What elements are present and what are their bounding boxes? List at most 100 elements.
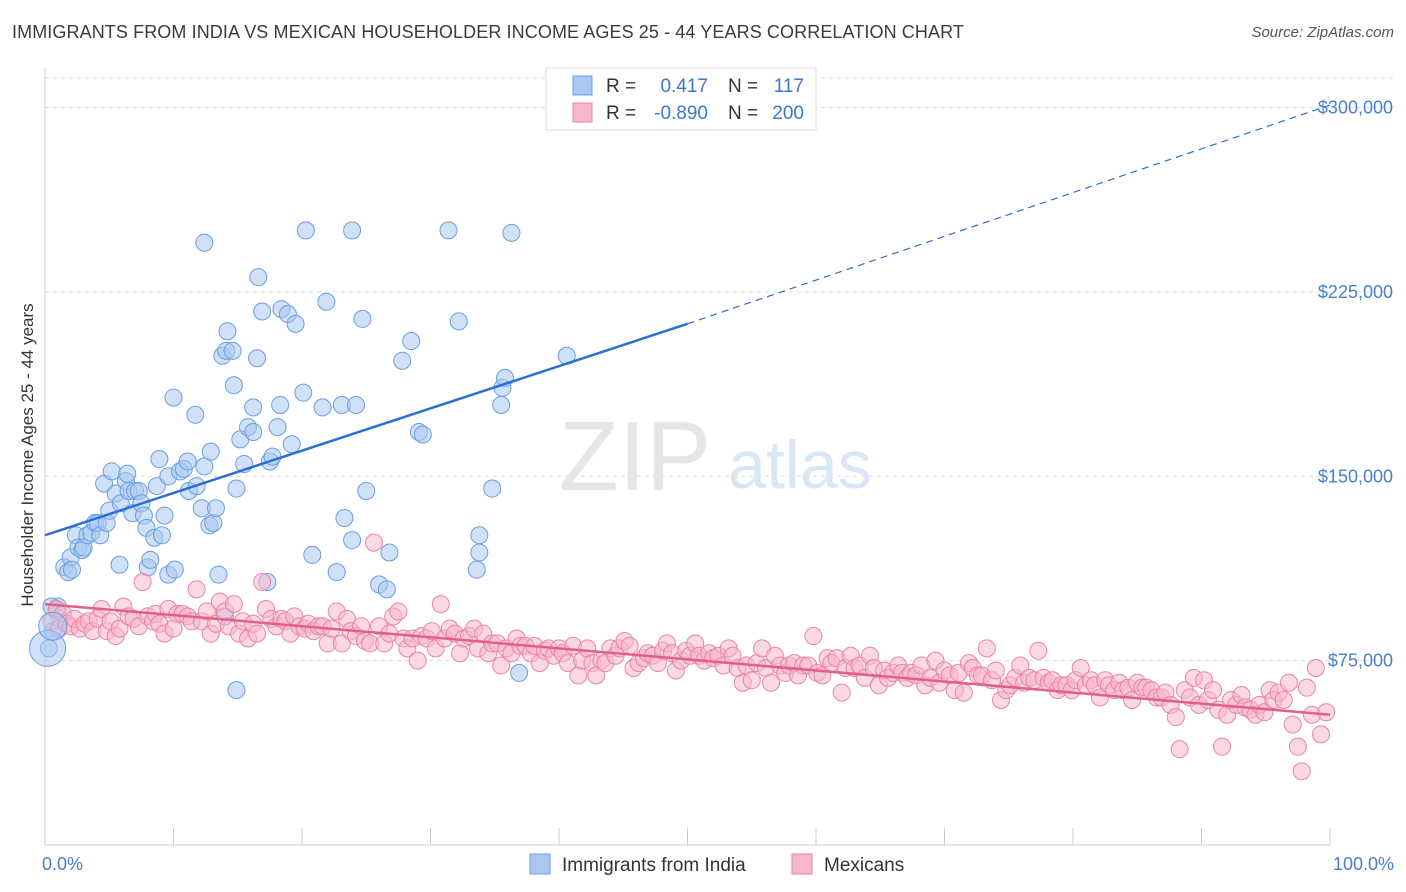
mexicans-point [1306,659,1325,677]
legend-bottom: Immigrants from India Mexicans [529,853,904,876]
mexicans-point [1288,737,1307,756]
mexicans-point [197,602,216,621]
mexicans-point [110,619,129,638]
grid-layer [45,77,1395,662]
india-point [335,509,354,528]
x-tick-label-max: 100.0% [1333,854,1394,874]
legend-r-label-india: R = [606,76,636,97]
mexicans-point [977,639,996,658]
mexicans-point [1123,690,1142,709]
chart-title: IMMIGRANTS FROM INDIA VS MEXICAN HOUSEHO… [12,22,964,42]
watermark-atlas: atlas [728,427,872,503]
y-tick-label: $300,000 [1318,98,1393,118]
india-point [186,405,205,424]
india-point [253,302,272,321]
mexicans-point [1166,708,1185,727]
india-point [102,462,121,481]
x-tick-label-min: 0.0% [42,854,83,874]
legend-n-label-mexicans: N = [728,103,758,124]
india-point [483,479,502,498]
mexicans-point [1292,762,1311,781]
india-point [393,351,412,370]
mexicans-point [332,634,351,653]
india-point [510,663,529,682]
india-point [303,545,322,564]
india-point [244,398,263,417]
legend-bottom-swatch-india [529,853,551,875]
india-point [227,681,246,700]
india-point [150,450,169,469]
india-point [449,312,468,331]
legend-r-value-india: 0.417 [660,76,708,97]
legend-r-value-mexicans: -0.890 [654,103,708,124]
legend-r-label-mexicans: R = [606,103,636,124]
india-point [317,292,336,311]
y-tick-label: $150,000 [1318,466,1393,486]
india-point [118,464,137,483]
india-point-large [38,611,68,641]
axes-layer [44,68,1331,846]
india-point [343,221,362,240]
trend-layer [44,104,1331,716]
watermark-zip: ZIP [559,401,711,511]
india-point [271,395,290,414]
legend-bottom-label-india: Immigrants from India [562,855,746,876]
y-tick-label: $225,000 [1318,282,1393,302]
india-point [206,499,225,518]
mexicans-point [408,651,427,670]
mexicans-point [804,627,823,646]
mexicans-point [986,661,1005,680]
mexicans-point [1011,656,1030,675]
india-point [313,398,332,417]
legend-n-value-mexicans: 200 [772,103,804,124]
legend-bottom-label-mexicans: Mexicans [824,855,904,876]
mexicans-point [164,619,183,638]
mexicans-trend-line [44,602,1331,716]
india-point [164,388,183,407]
india-point [224,376,243,395]
mexicans-point [364,533,383,552]
india-point [209,565,228,584]
mexicans-point [1213,737,1232,756]
watermark: ZIP atlas [559,401,872,511]
y-tick-label: $75,000 [1328,651,1393,671]
mexicans-point [742,671,761,690]
points-layer [29,221,1336,781]
india-point [492,395,511,414]
mexicans-point [187,580,206,599]
india-point [294,383,313,402]
india-point [152,526,171,545]
india-point [343,531,362,550]
india-point [268,418,287,437]
mexicans-point [1279,673,1298,692]
india-point [110,555,129,574]
india-point [195,233,214,252]
legend-top: R = 0.417 N = 117 R = -0.890 N = 200 [545,67,817,131]
mexicans-point [1170,740,1189,759]
mexicans-point [1071,659,1090,677]
mexicans-point [248,624,267,643]
india-point [147,477,166,496]
legend-swatch-india [572,75,593,96]
mexicans-point [1312,725,1331,744]
mexicans-point [1274,690,1293,709]
india-trend-extension [687,104,1331,325]
india-point [201,442,220,461]
india-point [141,550,160,569]
mexicans-point [133,572,152,591]
india-point [249,268,268,287]
mexicans-point [492,656,511,675]
mexicans-point [954,683,973,702]
india-point [296,221,315,240]
india-point [470,543,489,562]
y-tick-labels: $75,000 $150,000 $225,000 $300,000 [1318,98,1393,671]
mexicans-point [620,636,639,655]
india-point [62,560,81,579]
india-point [357,482,376,500]
mexicans-point [451,644,470,663]
india-point [286,314,305,333]
india-point [377,580,396,599]
mexicans-point [832,683,851,702]
